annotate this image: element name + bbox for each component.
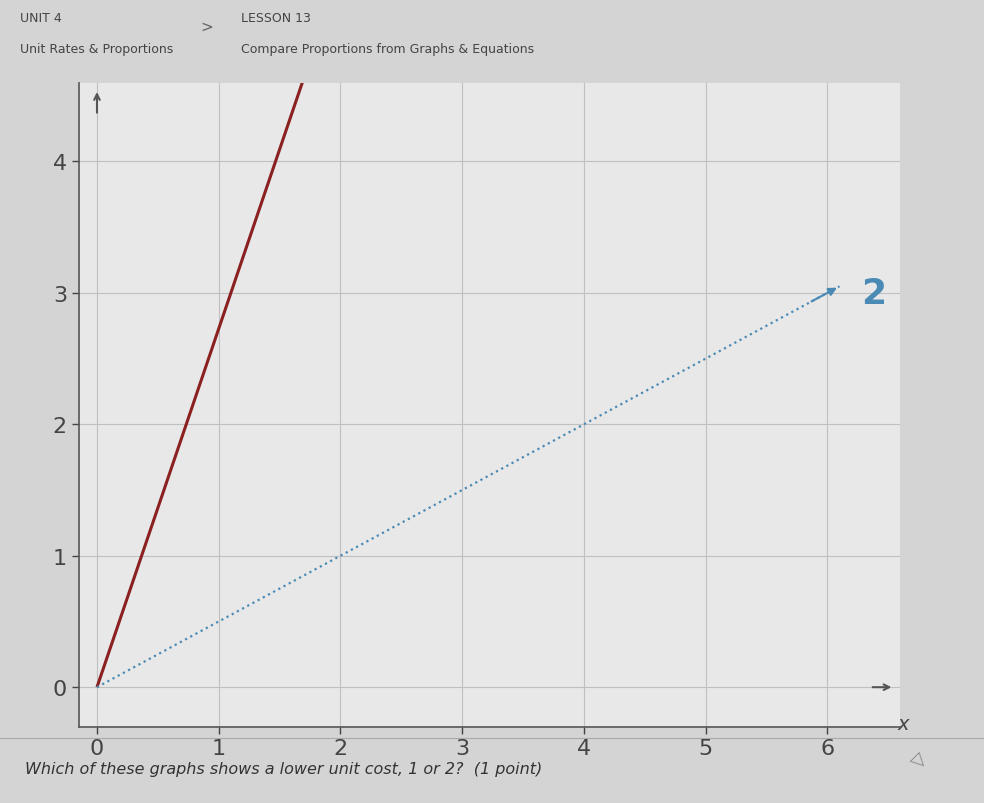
Text: x: x: [897, 715, 908, 734]
Text: Unit Rates & Proportions: Unit Rates & Proportions: [20, 43, 173, 55]
Text: Compare Proportions from Graphs & Equations: Compare Proportions from Graphs & Equati…: [241, 43, 534, 55]
Text: >: >: [201, 20, 213, 35]
Text: 2: 2: [861, 276, 887, 311]
Text: LESSON 13: LESSON 13: [241, 12, 311, 25]
Text: UNIT 4: UNIT 4: [20, 12, 61, 25]
Text: ▷: ▷: [907, 748, 930, 771]
Text: Which of these graphs shows a lower unit cost, 1 or 2?  (1 point): Which of these graphs shows a lower unit…: [25, 761, 542, 777]
